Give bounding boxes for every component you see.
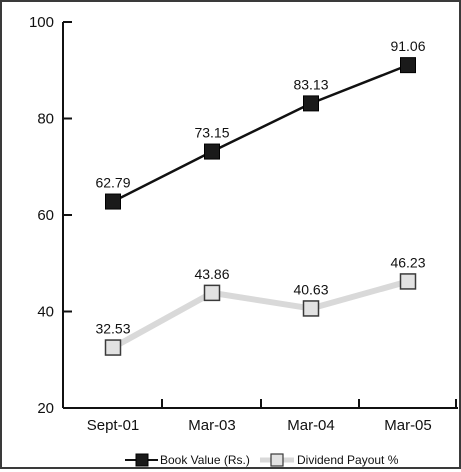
book-value-point xyxy=(204,143,220,160)
data-label: 46.23 xyxy=(390,254,425,270)
series-line-book-value xyxy=(112,63,409,203)
line-chart: 20 40 60 80 100 Sept-01 Mar-03 Mar-04 Mar-05 32.5… xyxy=(29,14,458,467)
data-label: 40.63 xyxy=(293,281,328,297)
x-tick-label: Mar-04 xyxy=(287,417,335,434)
dividend-payout-point xyxy=(104,339,122,356)
x-tick-label: Mar-05 xyxy=(384,417,432,434)
x-tick-label: Mar-03 xyxy=(188,417,236,434)
data-label: 43.86 xyxy=(194,266,229,282)
legend-label-book-value: Book Value (Rs.) xyxy=(160,453,250,467)
book-value-point xyxy=(303,95,319,112)
series-line-dividend-payout xyxy=(111,278,409,351)
data-label: 83.13 xyxy=(293,76,328,92)
y-tick-label: 80 xyxy=(37,111,54,128)
dividend-payout-point xyxy=(302,300,320,317)
data-label: 73.15 xyxy=(194,125,229,141)
dividend-payout-point xyxy=(399,273,417,290)
y-tick-label: 20 xyxy=(37,400,54,417)
y-tick-label: 100 xyxy=(29,14,54,31)
data-label: 62.79 xyxy=(95,175,130,191)
dividend-payout-point xyxy=(203,284,221,302)
x-tick-label: Sept-01 xyxy=(87,417,140,434)
legend-marker-dividend-payout xyxy=(270,453,284,467)
book-value-point xyxy=(105,193,121,210)
book-value-point xyxy=(400,57,416,74)
legend-marker-book-value xyxy=(135,453,149,467)
legend-label-dividend-payout: Dividend Payout % xyxy=(297,453,399,467)
data-label: 32.53 xyxy=(95,321,130,337)
data-label: 91.06 xyxy=(390,38,425,54)
y-tick-label: 60 xyxy=(37,207,54,224)
y-tick-label: 40 xyxy=(37,304,54,321)
